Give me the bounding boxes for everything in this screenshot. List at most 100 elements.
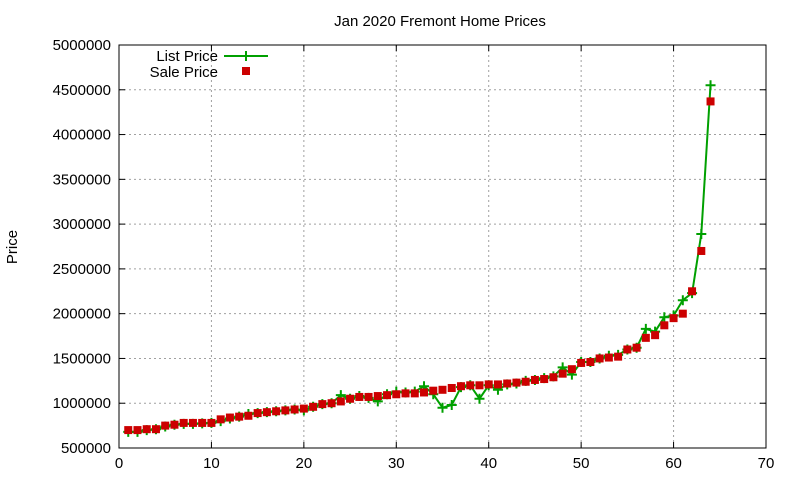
y-tick-label: 4000000 <box>53 127 111 144</box>
x-tick-label: 50 <box>573 455 590 472</box>
data-point-sale-price <box>383 391 392 400</box>
data-point-sale-price <box>530 375 539 384</box>
data-point-sale-price <box>493 380 502 389</box>
data-point-sale-price <box>429 386 438 395</box>
data-point-sale-price <box>124 426 133 435</box>
x-tick-label: 70 <box>758 455 775 472</box>
data-point-sale-price <box>632 343 641 352</box>
data-point-sale-price <box>438 385 447 394</box>
y-tick-label: 4500000 <box>53 82 111 99</box>
series-line-list-price <box>128 85 712 433</box>
data-point-sale-price <box>179 418 188 427</box>
data-point-sale-price <box>170 420 179 429</box>
data-point-sale-price <box>614 352 623 361</box>
y-tick-label: 500000 <box>61 440 111 457</box>
data-point-sale-price <box>142 425 151 434</box>
x-tick-label: 20 <box>296 455 313 472</box>
data-point-list-price <box>446 400 457 411</box>
y-tick-label: 1000000 <box>53 395 111 412</box>
x-tick-label: 0 <box>115 455 123 472</box>
data-point-list-price <box>705 80 716 91</box>
data-point-sale-price <box>355 392 364 401</box>
data-point-sale-price <box>521 377 530 386</box>
data-point-sale-price <box>216 415 225 424</box>
y-tick-label: 3500000 <box>53 171 111 188</box>
y-tick-labels: 500000 1000000 1500000 2000000 2500000 300000… <box>53 37 111 457</box>
data-point-list-price <box>474 393 485 404</box>
axis-ticks <box>118 44 767 449</box>
y-axis-label: Price <box>4 230 21 264</box>
data-point-sale-price <box>456 382 465 391</box>
data-point-sale-price <box>669 314 678 323</box>
x-tick-labels: 0 10 20 30 40 50 60 70 <box>115 455 775 472</box>
data-point-list-price <box>659 312 670 323</box>
series-markers <box>123 80 716 437</box>
data-point-sale-price <box>484 380 493 389</box>
data-point-sale-price <box>706 97 715 106</box>
data-point-sale-price <box>318 400 327 409</box>
data-point-sale-price <box>420 388 429 397</box>
data-point-sale-price <box>651 331 660 340</box>
data-point-sale-price <box>346 394 355 403</box>
series-lines <box>128 85 712 433</box>
data-point-sale-price <box>660 321 669 330</box>
data-point-sale-price <box>567 365 576 374</box>
data-point-sale-price <box>604 353 613 362</box>
data-point-sale-price <box>641 333 650 342</box>
y-tick-label: 5000000 <box>53 37 111 54</box>
data-point-list-price <box>677 295 688 306</box>
data-point-sale-price <box>586 358 595 367</box>
data-point-sale-price <box>207 418 216 427</box>
data-point-sale-price <box>466 381 475 390</box>
data-point-sale-price <box>678 309 687 318</box>
legend-label-list-price: List Price <box>156 48 218 65</box>
data-point-sale-price <box>688 287 697 296</box>
data-point-sale-price <box>225 413 234 422</box>
plot-frame <box>118 44 767 449</box>
legend-swatch-list-price-marker <box>241 51 251 61</box>
data-point-sale-price <box>623 345 632 354</box>
data-point-list-price <box>437 402 448 413</box>
x-tick-label: 40 <box>480 455 497 472</box>
data-point-sale-price <box>272 407 281 416</box>
legend-swatch-sale-price-marker <box>242 67 250 75</box>
data-point-sale-price <box>512 378 521 387</box>
data-point-sale-price <box>373 392 382 401</box>
data-point-sale-price <box>401 389 410 398</box>
legend-label-sale-price: Sale Price <box>150 64 218 81</box>
data-point-sale-price <box>475 381 484 390</box>
data-point-sale-price <box>253 409 262 418</box>
data-point-sale-price <box>577 358 586 367</box>
data-point-sale-price <box>503 379 512 388</box>
data-point-sale-price <box>290 405 299 414</box>
data-point-sale-price <box>161 421 170 430</box>
y-tick-label: 2500000 <box>53 261 111 278</box>
data-point-sale-price <box>281 406 290 415</box>
data-point-sale-price <box>392 390 401 399</box>
data-point-list-price <box>696 228 707 239</box>
data-point-sale-price <box>697 246 706 255</box>
data-point-sale-price <box>558 369 567 378</box>
data-point-sale-price <box>410 389 419 398</box>
y-tick-label: 1500000 <box>53 350 111 367</box>
data-point-sale-price <box>447 383 456 392</box>
data-point-sale-price <box>244 411 253 420</box>
y-tick-label: 2000000 <box>53 306 111 323</box>
x-tick-label: 10 <box>203 455 220 472</box>
data-point-sale-price <box>235 412 244 421</box>
data-point-sale-price <box>198 418 207 427</box>
data-point-sale-price <box>151 425 160 434</box>
data-point-list-price <box>640 323 651 334</box>
legend: List Price Sale Price <box>150 48 268 81</box>
data-point-sale-price <box>364 392 373 401</box>
x-tick-label: 30 <box>388 455 405 472</box>
data-point-sale-price <box>327 399 336 408</box>
data-point-sale-price <box>262 408 271 417</box>
x-tick-label: 60 <box>665 455 682 472</box>
data-point-sale-price <box>549 373 558 382</box>
data-point-sale-price <box>595 354 604 363</box>
data-point-sale-price <box>540 375 549 384</box>
data-point-sale-price <box>309 402 318 411</box>
data-point-sale-price <box>133 426 142 435</box>
